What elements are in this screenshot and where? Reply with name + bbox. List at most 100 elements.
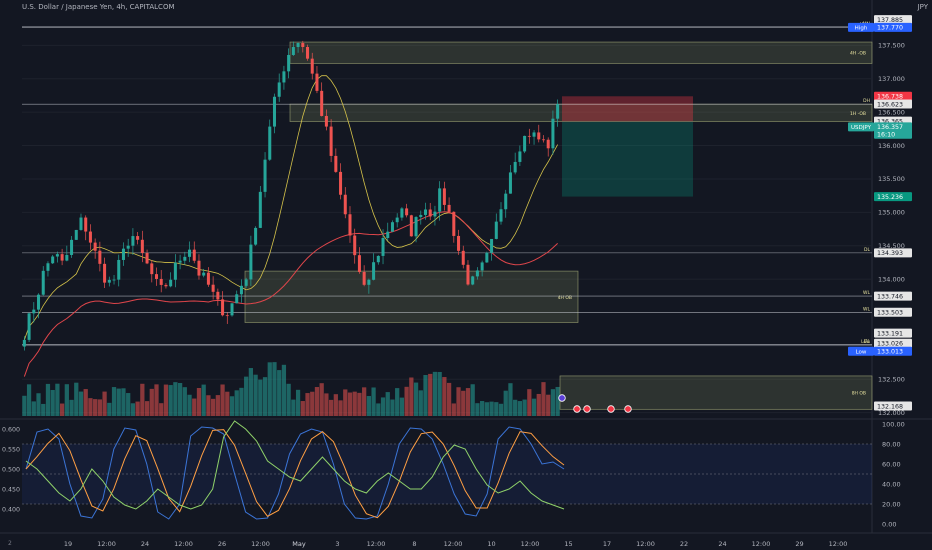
stop-loss-box [562, 96, 693, 122]
volume-bar [409, 377, 414, 416]
candle-body [188, 249, 192, 257]
volume-bar [480, 401, 485, 416]
rsi-tick-label: 0.500 [2, 466, 20, 473]
oscillator-tick-label: 80.00 [882, 440, 901, 448]
volume-bar [314, 387, 320, 416]
volume-bar [192, 398, 197, 416]
price-label-text: 133.013 [877, 349, 903, 356]
volume-bar [135, 401, 140, 416]
candle-body [475, 270, 479, 277]
time-tick-label: 24 [718, 540, 726, 548]
level-label: WL [863, 290, 870, 296]
candle-body [343, 194, 347, 215]
volume-bar [272, 362, 277, 416]
volume-bar [74, 382, 79, 416]
price-label-prefix-box [848, 22, 874, 32]
volume-bar [489, 401, 494, 416]
volume-bar [513, 399, 518, 416]
volume-bar [244, 376, 249, 416]
candle-body [414, 217, 418, 237]
candle-body [263, 159, 267, 192]
candle-body [485, 252, 489, 263]
candle-body [315, 73, 319, 91]
volume-bar [229, 396, 235, 416]
candle-body [541, 139, 545, 141]
volume-bar [130, 403, 136, 416]
candle-body [126, 245, 130, 249]
rsi-tick-label: 0.400 [2, 506, 20, 513]
price-tick-label: 132.000 [878, 409, 905, 417]
candle-body [55, 254, 59, 257]
candle-body [225, 315, 229, 317]
price-label-prefix-box [848, 346, 874, 356]
event-marker-icon [607, 405, 615, 413]
time-tick-label: 15 [564, 540, 572, 548]
candle-body [523, 135, 527, 152]
candle-body [164, 284, 168, 287]
volume-bar [102, 391, 107, 416]
currency-label: JPY [917, 3, 928, 11]
candle-body [320, 90, 324, 116]
candle-body [334, 155, 338, 172]
price-tick-label: 132.500 [878, 376, 905, 384]
level-label: DL [864, 247, 870, 253]
volume-bar [22, 395, 27, 416]
volume-bar [546, 394, 551, 416]
time-tick-label: 12:00 [521, 540, 540, 548]
candle-body [150, 263, 154, 275]
candle-body [107, 279, 111, 283]
candle-body [221, 299, 225, 316]
settings-corner-icon[interactable]: 2 [8, 540, 12, 547]
price-label-text: 134.393 [877, 250, 903, 257]
rsi-line [25, 420, 565, 510]
volume-bar [55, 383, 60, 416]
candle-body [499, 209, 503, 222]
volume-bar [69, 399, 74, 416]
candle-body [301, 43, 305, 48]
price-label-text: 133.191 [877, 330, 903, 337]
candle-body [291, 47, 295, 55]
zone-label: 1H -OB [850, 111, 866, 117]
zone-label: 4H OB [558, 295, 572, 301]
time-tick-label: 26 [218, 540, 226, 548]
candle-body [277, 82, 281, 97]
volume-bar [503, 390, 508, 416]
candle-body [400, 208, 404, 218]
price-label-box [874, 346, 912, 356]
volume-bar [498, 403, 504, 416]
price-label-text: 136.738 [877, 94, 903, 101]
price-label-box [874, 122, 912, 132]
candle-body [121, 248, 125, 260]
candle-body [88, 231, 92, 243]
volume-bar [305, 393, 310, 416]
candle-body [296, 43, 300, 48]
candle-body [178, 260, 182, 263]
candle-body [551, 118, 555, 149]
volume-bar [88, 398, 93, 416]
price-label-text: 132.168 [877, 403, 903, 410]
candle-body [216, 291, 220, 300]
candle-body [546, 139, 550, 149]
volume-bar [357, 392, 362, 416]
level-label: DL [864, 339, 870, 345]
candle-body [395, 217, 399, 223]
candle-body [306, 47, 310, 59]
volume-bar [475, 403, 480, 416]
volume-bar [121, 388, 126, 416]
volume-bar [234, 390, 239, 416]
candle-body [447, 204, 451, 212]
volume-bar [428, 373, 433, 416]
volume-bar [111, 387, 117, 416]
price-label-text: 133.746 [877, 293, 903, 300]
volume-bar [225, 391, 230, 416]
price-label-text: 136.357 [877, 124, 903, 131]
volume-bar [177, 383, 183, 416]
volume-bar [239, 387, 244, 416]
price-tick-label: 137.500 [878, 42, 905, 50]
volume-bar [536, 393, 541, 416]
take-profit-box [562, 121, 693, 197]
candle-body [381, 238, 385, 256]
volume-bar [442, 377, 447, 416]
event-marker-icon [624, 405, 632, 413]
